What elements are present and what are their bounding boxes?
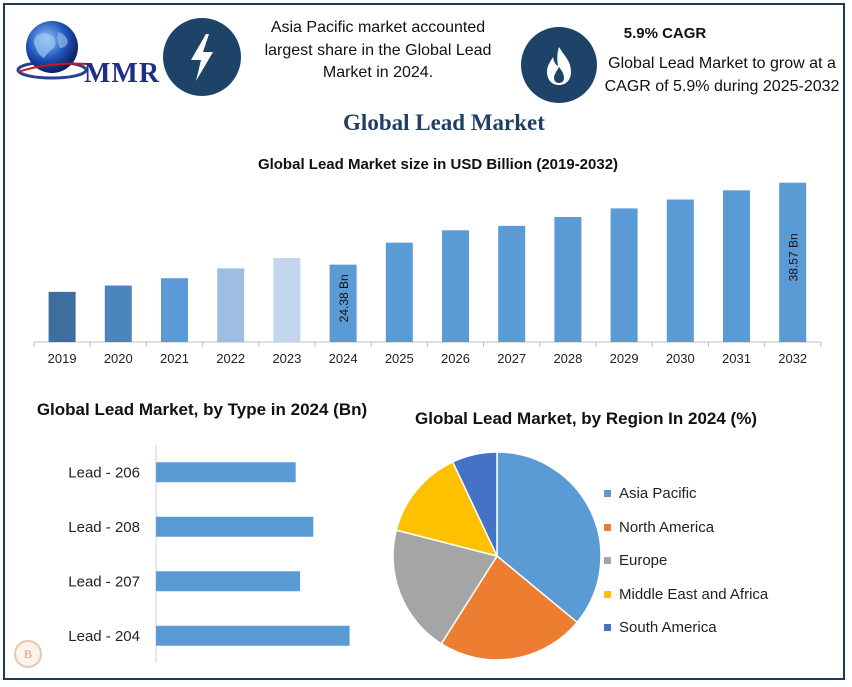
legend-label: Middle East and Africa — [619, 585, 769, 603]
y-tick-label-lead-206: Lead - 206 — [68, 464, 140, 481]
bar-2031 — [723, 190, 750, 342]
by-region-pie-chart — [392, 451, 602, 661]
legend-item-asia-pacific: Asia Pacific — [604, 477, 768, 511]
by-type-chart-title: Global Lead Market, by Type in 2024 (Bn) — [36, 400, 368, 419]
page-title: Global Lead Market — [343, 110, 545, 135]
x-tick-label-2028: 2028 — [553, 351, 582, 366]
lightning-bolt-icon — [163, 18, 241, 96]
market-size-chart-title: Global Lead Market size in USD Billion (… — [257, 156, 619, 173]
bar-2022 — [217, 268, 245, 342]
legend-item-north-america: North America — [604, 511, 768, 545]
x-tick-label-2022: 2022 — [216, 351, 245, 366]
legend-swatch — [604, 590, 611, 598]
x-tick-label-2027: 2027 — [497, 351, 526, 366]
pie-slice-north-america — [440, 554, 579, 661]
bar-2025 — [385, 242, 413, 342]
bar-lead-206 — [156, 462, 296, 483]
x-tick-label-2024: 2024 — [329, 351, 358, 366]
x-tick-label-2025: 2025 — [385, 351, 414, 366]
x-tick-label-2020: 2020 — [104, 351, 133, 366]
x-tick-label-2021: 2021 — [160, 351, 189, 366]
legend-swatch — [604, 523, 611, 531]
bar-2026 — [442, 230, 469, 342]
info-card-asia-text: Asia Pacific market accounted largest sh… — [264, 19, 492, 81]
pie-slice-europe — [392, 529, 499, 645]
legend-label: North America — [619, 518, 715, 536]
globe-icon — [16, 21, 89, 80]
legend-label: South America — [619, 619, 717, 637]
cagr-title: 5.9% CAGR — [623, 25, 707, 42]
bar-2024 — [329, 264, 357, 342]
market-size-bar-chart: 2019 2020 2021 2022 2023 2024 2025 2026 2027 2028… — [33, 182, 822, 366]
bar-2027 — [498, 225, 526, 342]
bar-2020 — [104, 285, 132, 342]
by-type-bar-chart: Lead - 206 Lead - 208 Lead - 207 Lead - 204 — [68, 445, 350, 663]
x-tick-label-2019: 2019 — [48, 351, 77, 366]
bar-2019 — [48, 291, 76, 342]
legend-swatch — [604, 557, 611, 565]
y-tick-label-lead-207: Lead - 207 — [68, 573, 140, 590]
bar-lead-208 — [156, 516, 314, 537]
legend-item-south-america: South America — [604, 611, 768, 645]
bar-2021 — [161, 278, 188, 342]
by-region-chart-title: Global Lead Market, by Region In 2024 (%… — [415, 409, 757, 428]
bar-2023 — [273, 257, 301, 342]
pie-slice-middle-east-and-africa — [395, 460, 499, 558]
bar-lead-204 — [156, 625, 350, 646]
data-label-2032: 38.57 Bn — [787, 233, 801, 281]
legend-swatch — [604, 490, 611, 498]
pie-slice-south-america — [451, 451, 498, 557]
x-tick-label-2030: 2030 — [666, 351, 695, 366]
pie-legend: Asia Pacific North America Europe Middle… — [604, 477, 768, 645]
flame-icon — [521, 27, 597, 103]
x-tick-label-2032: 2032 — [778, 351, 807, 366]
legend-item-mea: Middle East and Africa — [604, 578, 768, 612]
legend-label: Europe — [619, 552, 668, 570]
x-tick-label-2031: 2031 — [722, 351, 751, 366]
data-label-2024: 24.38 Bn — [337, 274, 351, 322]
y-tick-label-lead-208: Lead - 208 — [68, 519, 140, 536]
legend-item-europe: Europe — [604, 544, 768, 578]
x-tick-label-2026: 2026 — [441, 351, 470, 366]
logo-text: MMR — [84, 58, 161, 89]
bar-2028 — [554, 216, 582, 342]
watermark-badge-icon: B — [14, 640, 42, 668]
bar-2032 — [779, 182, 807, 342]
mmr-logo: MMR — [14, 14, 159, 89]
bar-2030 — [666, 199, 694, 342]
x-tick-label-2023: 2023 — [272, 351, 301, 366]
legend-label: Asia Pacific — [619, 485, 697, 503]
cagr-text: Global Lead Market to grow at a CAGR of … — [604, 55, 840, 95]
pie-slice-asia-pacific — [496, 451, 602, 624]
x-tick-label-2029: 2029 — [610, 351, 639, 366]
legend-swatch — [604, 624, 611, 632]
bar-lead-207 — [156, 571, 301, 592]
y-tick-label-lead-204: Lead - 204 — [68, 628, 140, 645]
page-frame — [3, 3, 845, 680]
bar-2029 — [610, 208, 638, 342]
